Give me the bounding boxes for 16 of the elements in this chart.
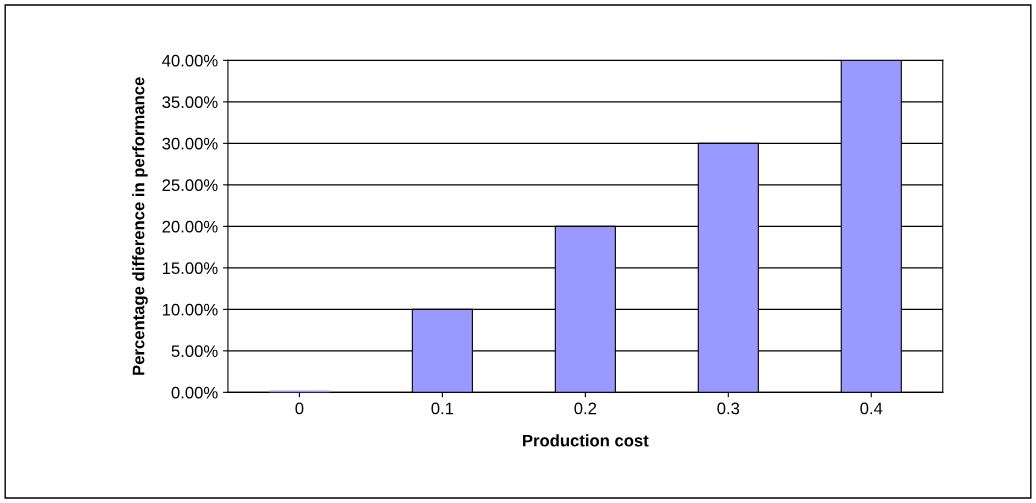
- y-tick-label: 25.00%: [162, 179, 218, 192]
- y-tick-label: 10.00%: [162, 303, 218, 316]
- y-tick-label: 20.00%: [162, 220, 218, 233]
- y-tick-label: 15.00%: [162, 262, 218, 275]
- y-tick-label: 35.00%: [162, 96, 218, 109]
- x-tick-label: 0: [295, 402, 304, 415]
- x-tick-label: 0.3: [717, 402, 740, 415]
- y-axis-title: Percentage difference in performance: [132, 77, 148, 375]
- y-tick-label: 0.00%: [171, 386, 218, 399]
- y-tick-label: 30.00%: [162, 137, 218, 150]
- x-tick-label: 0.4: [860, 402, 883, 415]
- y-tick-label: 40.00%: [162, 54, 218, 67]
- x-tick-label: 0.2: [574, 402, 597, 415]
- y-tick-label: 5.00%: [171, 345, 218, 358]
- x-axis-title: Production cost: [523, 434, 649, 447]
- x-tick-label: 0.1: [431, 402, 454, 415]
